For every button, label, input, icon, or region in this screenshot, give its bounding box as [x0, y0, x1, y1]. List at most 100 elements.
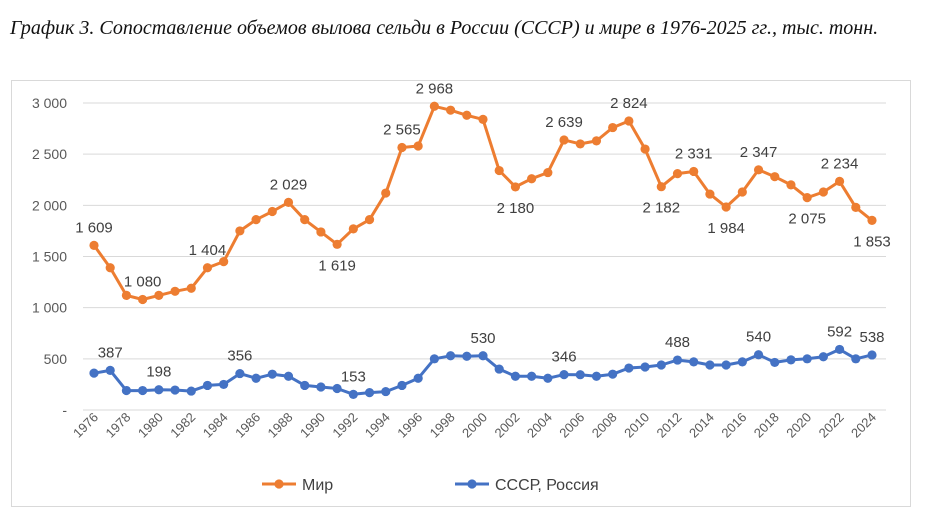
data-label: 346	[552, 349, 577, 366]
x-tick-label: 1984	[200, 410, 231, 441]
x-tick-label: 1998	[427, 410, 458, 441]
data-point	[478, 351, 488, 361]
data-labels: 1 609 1 080 1 404 2 029 1 619 2 565 2 968 2 180…	[75, 80, 891, 385]
x-tick-label: 2016	[718, 410, 749, 441]
data-point	[348, 389, 358, 399]
data-point	[105, 263, 115, 273]
data-point	[251, 215, 261, 225]
data-point	[202, 263, 213, 273]
data-point	[364, 388, 375, 398]
data-point	[786, 355, 796, 365]
data-label: 153	[341, 368, 366, 385]
data-point	[300, 215, 310, 225]
data-label: 538	[859, 329, 884, 346]
legend: Мир СССР, Россия	[262, 477, 599, 494]
data-label: 540	[746, 329, 771, 346]
data-point	[834, 344, 845, 355]
x-tick-label: 1976	[70, 410, 101, 441]
data-point	[494, 364, 504, 374]
data-point	[867, 215, 877, 225]
data-point	[559, 369, 569, 380]
x-tick-label: 1988	[265, 410, 296, 441]
y-tick-label: -	[62, 402, 67, 418]
data-point	[381, 386, 391, 397]
data-point	[591, 371, 602, 381]
data-point	[721, 360, 731, 370]
data-point	[300, 380, 310, 391]
data-point	[121, 290, 132, 300]
data-label: 1 853	[853, 233, 891, 250]
data-point	[851, 202, 861, 212]
legend-marker	[467, 479, 477, 489]
data-point	[737, 187, 747, 197]
data-point	[219, 379, 229, 390]
y-tick-label: 3 000	[32, 95, 67, 111]
x-tick-label: 2004	[524, 410, 555, 441]
x-tick-label: 2014	[686, 410, 717, 441]
data-point	[283, 371, 294, 381]
legend-marker	[274, 479, 284, 489]
data-label: 2 331	[675, 145, 713, 162]
data-point	[397, 142, 407, 153]
data-point	[235, 368, 245, 379]
data-point	[462, 351, 472, 361]
data-point	[527, 174, 537, 184]
data-label: 198	[146, 364, 171, 381]
data-point	[770, 172, 780, 182]
x-tick-label: 1992	[329, 410, 360, 441]
data-point	[624, 116, 634, 126]
data-label: 2 565	[383, 122, 421, 139]
data-point	[138, 385, 148, 396]
data-point	[575, 370, 585, 380]
x-tick-label: 1996	[394, 410, 425, 441]
data-label: 2 824	[610, 95, 648, 112]
y-tick-label: 1 500	[32, 249, 67, 265]
data-label: 2 347	[740, 144, 778, 161]
x-tick-label: 2012	[654, 410, 685, 441]
data-label: 2 639	[545, 114, 583, 131]
data-label: 1 984	[707, 220, 745, 237]
data-point	[202, 380, 213, 391]
y-tick-label: 500	[44, 351, 68, 367]
data-label: 530	[470, 330, 495, 347]
data-point	[851, 354, 861, 364]
data-point	[689, 357, 699, 367]
data-point	[121, 385, 132, 396]
data-point	[867, 350, 877, 360]
data-point	[770, 357, 780, 368]
data-point	[640, 144, 650, 154]
data-point	[89, 368, 99, 378]
x-tick-label: 1986	[232, 410, 263, 441]
data-point	[608, 122, 618, 133]
data-point	[89, 240, 99, 250]
data-point	[170, 286, 180, 296]
data-point	[689, 166, 699, 177]
data-point	[510, 182, 521, 192]
data-label: 387	[98, 344, 123, 361]
data-point	[672, 355, 683, 365]
data-point	[186, 386, 196, 396]
data-point	[591, 136, 602, 146]
data-point	[640, 362, 650, 372]
data-point	[624, 363, 634, 373]
data-point	[559, 135, 569, 145]
data-point	[235, 226, 245, 236]
data-label: 488	[665, 334, 690, 351]
x-tick-label: 1982	[167, 410, 198, 441]
data-point	[397, 380, 407, 391]
data-label: 1 404	[189, 242, 227, 259]
data-point	[608, 369, 618, 379]
data-point	[656, 182, 666, 192]
data-point	[494, 165, 504, 176]
data-point	[413, 141, 423, 151]
data-point	[543, 373, 553, 383]
data-point	[251, 373, 261, 383]
x-tick-label: 2020	[783, 410, 814, 441]
data-point	[575, 139, 585, 149]
data-point	[283, 197, 294, 207]
data-point	[413, 373, 423, 383]
series-points	[89, 101, 877, 399]
y-tick-label: 2 000	[32, 197, 67, 213]
data-point	[818, 352, 828, 362]
